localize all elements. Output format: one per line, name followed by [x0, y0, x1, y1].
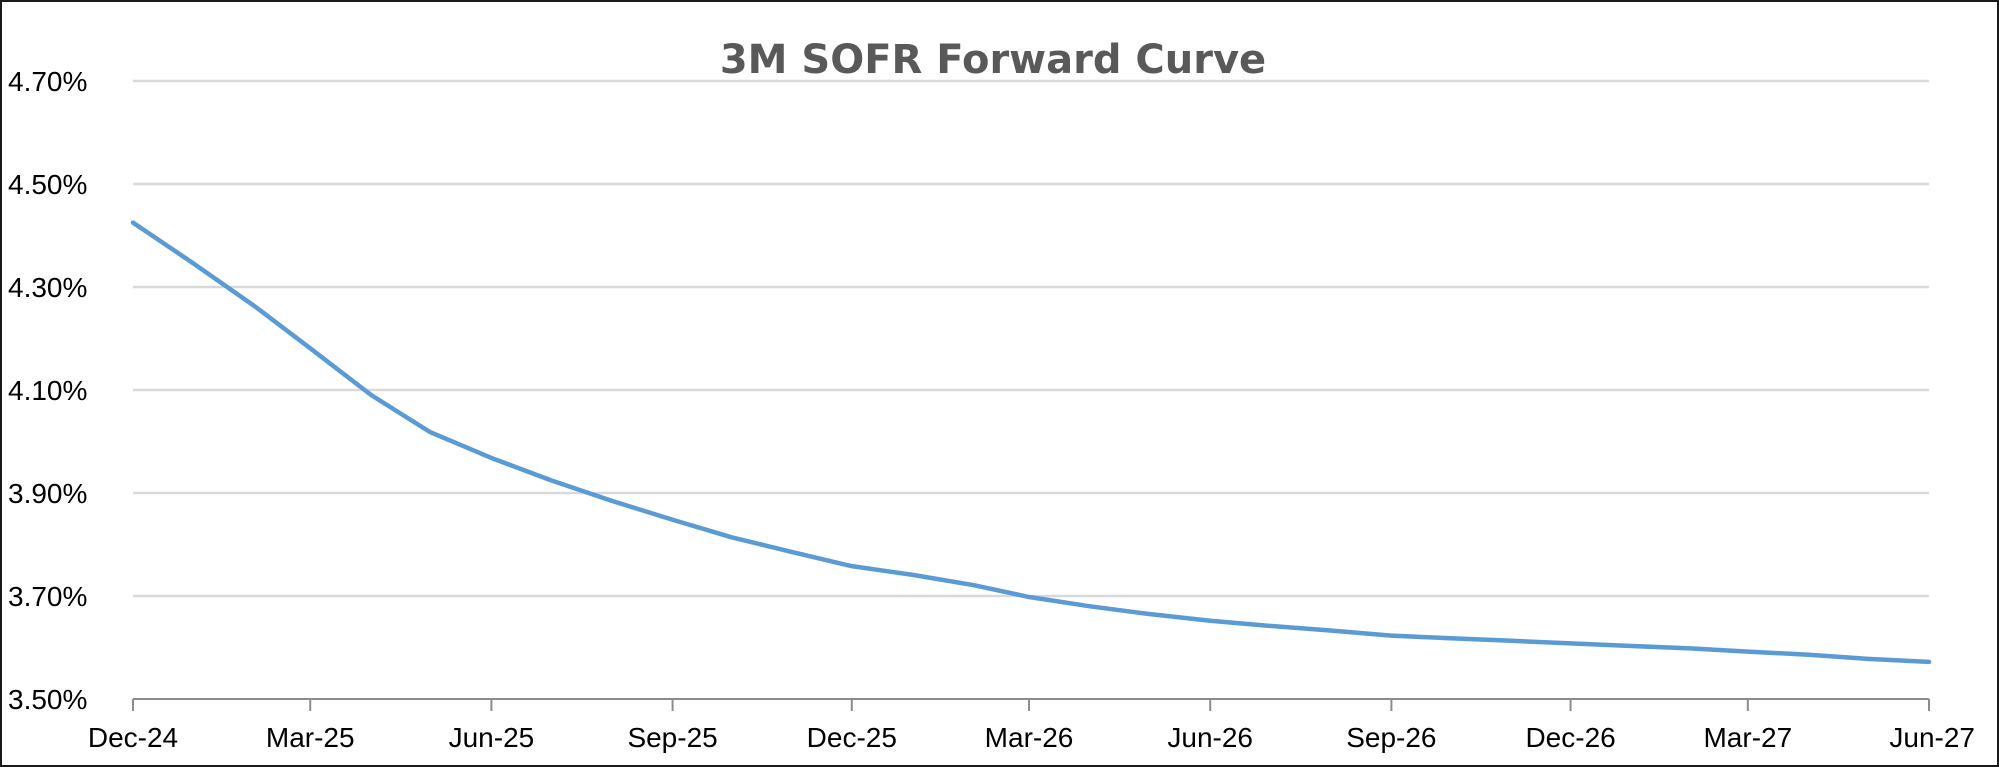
data-point	[1510, 639, 1514, 643]
y-tick-label: 3.90%	[8, 478, 87, 509]
data-point	[1267, 624, 1271, 628]
data-point	[1088, 604, 1092, 608]
data-point	[428, 430, 432, 434]
data-point	[1328, 629, 1332, 633]
data-point	[192, 262, 196, 266]
x-tick-label: Dec-25	[807, 722, 897, 753]
data-point	[730, 535, 734, 539]
data-point	[1866, 657, 1870, 661]
series-layer	[130, 220, 1932, 665]
y-tick-label: 4.30%	[8, 272, 87, 303]
data-point	[369, 393, 373, 397]
y-tick-label: 4.70%	[8, 66, 87, 97]
data-point	[671, 518, 675, 522]
x-tick-label: Jun-25	[449, 722, 535, 753]
data-point	[489, 456, 493, 460]
data-point	[791, 550, 795, 554]
data-point	[610, 499, 614, 503]
y-axis-tick-labels: 3.50% 3.70% 3.90% 4.10% 4.30% 4.50% 4.70%	[8, 66, 87, 715]
y-tick-label: 4.50%	[8, 169, 87, 200]
data-point	[850, 564, 854, 568]
x-tick-label: Sep-26	[1346, 722, 1436, 753]
data-point	[1807, 653, 1811, 657]
data-point	[1746, 650, 1750, 654]
x-tick-label: Jun-26	[1167, 722, 1253, 753]
data-point	[1208, 619, 1212, 623]
data-point	[548, 478, 552, 482]
data-point	[308, 346, 312, 350]
x-tick-label: Dec-26	[1525, 722, 1615, 753]
data-point	[1630, 644, 1634, 648]
data-point	[1927, 660, 1931, 664]
chart-title: 3M SOFR Forward Curve	[720, 37, 1266, 83]
data-point	[911, 573, 915, 577]
data-point	[1448, 636, 1452, 640]
series-line	[130, 220, 1932, 665]
x-tick-label: Mar-27	[1703, 722, 1792, 753]
x-tick-label: Mar-26	[985, 722, 1074, 753]
x-tick-label: Jun-27	[1889, 722, 1975, 753]
data-point	[1389, 634, 1393, 638]
y-tick-label: 3.50%	[8, 684, 87, 715]
data-point	[1691, 647, 1695, 651]
data-point	[253, 305, 257, 309]
data-point	[131, 221, 135, 225]
x-axis: Dec-24 Mar-25 Jun-25 Sep-25 Dec-25 Mar-26 Jun-…	[88, 698, 1975, 753]
data-point	[1147, 612, 1151, 616]
y-tick-label: 3.70%	[8, 581, 87, 612]
gridlines	[133, 79, 1929, 598]
x-tick-label: Mar-25	[266, 722, 355, 753]
data-point	[1027, 595, 1031, 599]
x-tick-label: Sep-25	[627, 722, 717, 753]
x-tick-label: Dec-24	[88, 722, 178, 753]
y-tick-label: 4.10%	[8, 375, 87, 406]
data-point	[1569, 641, 1573, 645]
data-point	[972, 583, 976, 587]
